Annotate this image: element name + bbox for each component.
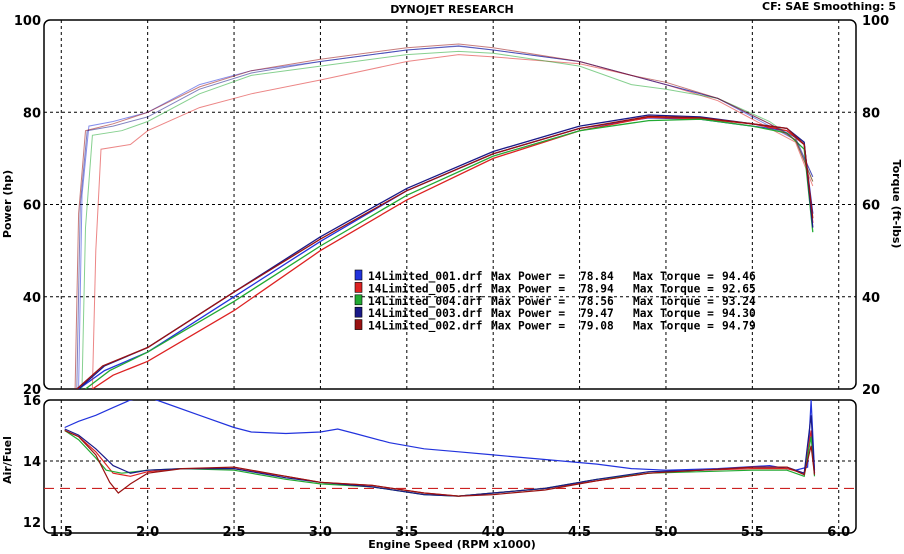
x-tick-label: 2.0 <box>136 525 159 540</box>
legend-max-torque: 94.46 <box>722 270 756 283</box>
torque-tick-label: 60 <box>862 199 880 214</box>
legend-max-torque-label: Max Torque = <box>633 295 714 308</box>
legend-max-power-label: Max Power = <box>491 282 565 295</box>
legend-max-torque-label: Max Torque = <box>633 270 714 283</box>
x-axis-label: Engine Speed (RPM x1000) <box>368 538 536 551</box>
torque-tick-label: 80 <box>862 106 880 121</box>
legend-swatch <box>354 282 363 293</box>
power-tick-label: 60 <box>23 199 41 214</box>
x-tick-label: 1.5 <box>50 525 73 540</box>
y-axis-label-torque: Torque (ft-lbs) <box>890 160 903 249</box>
torque-tick-label: 40 <box>862 291 880 306</box>
power-tick-label: 40 <box>23 291 41 306</box>
legend-max-torque: 94.30 <box>722 307 756 320</box>
torque-tick-label: 100 <box>862 14 889 29</box>
legend-swatch <box>354 269 363 281</box>
power-tick-label: 100 <box>14 14 41 29</box>
air-fuel-tick-labels: 12 14 16 <box>23 394 41 531</box>
legend-swatch <box>354 319 363 330</box>
legend-max-torque-label: Max Torque = <box>633 320 714 333</box>
legend-max-power: 78.94 <box>580 282 614 295</box>
x-tick-label: 3.5 <box>395 525 418 540</box>
torque-line-2 <box>91 54 814 389</box>
air-fuel-tick-label: 14 <box>23 455 41 470</box>
legend-max-power: 78.84 <box>580 270 614 283</box>
y-axis-label-air-fuel: Air/Fuel <box>1 436 14 484</box>
legend-max-power-label: Max Power = <box>491 307 565 320</box>
y-axis-label-power: Power (hp) <box>1 170 14 238</box>
legend: 14Limited_001.drf Max Power = 78.84 Max To… <box>354 269 756 333</box>
legend-max-torque: 94.79 <box>722 320 756 333</box>
legend-max-power: 78.56 <box>580 295 614 308</box>
legend-max-torque: 93.24 <box>722 295 756 308</box>
legend-max-power: 79.08 <box>580 320 614 333</box>
air-fuel-plot-area <box>43 399 857 534</box>
power-torque-series <box>74 43 814 389</box>
x-tick-label: 6.0 <box>827 525 850 540</box>
power-line-3 <box>85 118 814 389</box>
legend-max-power: 79.47 <box>580 307 614 320</box>
x-tick-label: 5.5 <box>741 525 764 540</box>
legend-file-name: 14Limited_004.drf <box>368 295 483 308</box>
power-tick-labels: 20 40 60 80 100 <box>14 14 41 398</box>
torque-tick-label: 20 <box>862 383 880 398</box>
torque-line-5 <box>74 43 814 389</box>
air-fuel-line-5 <box>64 429 816 497</box>
legend-max-torque-label: Max Torque = <box>633 282 714 295</box>
x-tick-label: 2.5 <box>223 525 246 540</box>
chart-title: DYNOJET RESEARCH <box>390 3 513 16</box>
torque-tick-labels: 20 40 60 80 100 <box>862 14 889 398</box>
legend-swatch <box>354 306 363 318</box>
legend-file-name: 14Limited_005.drf <box>368 282 483 295</box>
legend-max-power-label: Max Power = <box>491 320 565 333</box>
x-tick-labels: 1.5 2.0 2.5 3.0 3.5 4.0 4.5 5.0 5.5 6.0 <box>50 525 850 540</box>
legend-file-name: 14Limited_003.drf <box>368 307 483 320</box>
x-tick-label: 4.5 <box>568 525 591 540</box>
power-tick-label: 80 <box>23 106 41 121</box>
x-tick-label: 4.0 <box>482 525 505 540</box>
air-fuel-tick-label: 12 <box>23 516 41 531</box>
power-line-5 <box>76 115 814 389</box>
x-tick-label: 5.0 <box>654 525 677 540</box>
legend-swatch <box>354 294 363 306</box>
air-fuel-tick-label: 16 <box>23 394 41 409</box>
chart-settings: CF: SAE Smoothing: 5 <box>762 0 896 13</box>
power-tick-label: 20 <box>23 383 41 398</box>
legend-file-name: 14Limited_002.drf <box>368 320 483 333</box>
legend-max-torque: 92.65 <box>722 282 756 295</box>
x-tick-label: 3.0 <box>309 525 332 540</box>
legend-max-torque-label: Max Torque = <box>633 307 714 320</box>
legend-max-power-label: Max Power = <box>491 270 565 283</box>
air-fuel-series <box>64 400 816 497</box>
legend-max-power-label: Max Power = <box>491 295 565 308</box>
legend-file-name: 14Limited_001.drf <box>368 270 483 283</box>
